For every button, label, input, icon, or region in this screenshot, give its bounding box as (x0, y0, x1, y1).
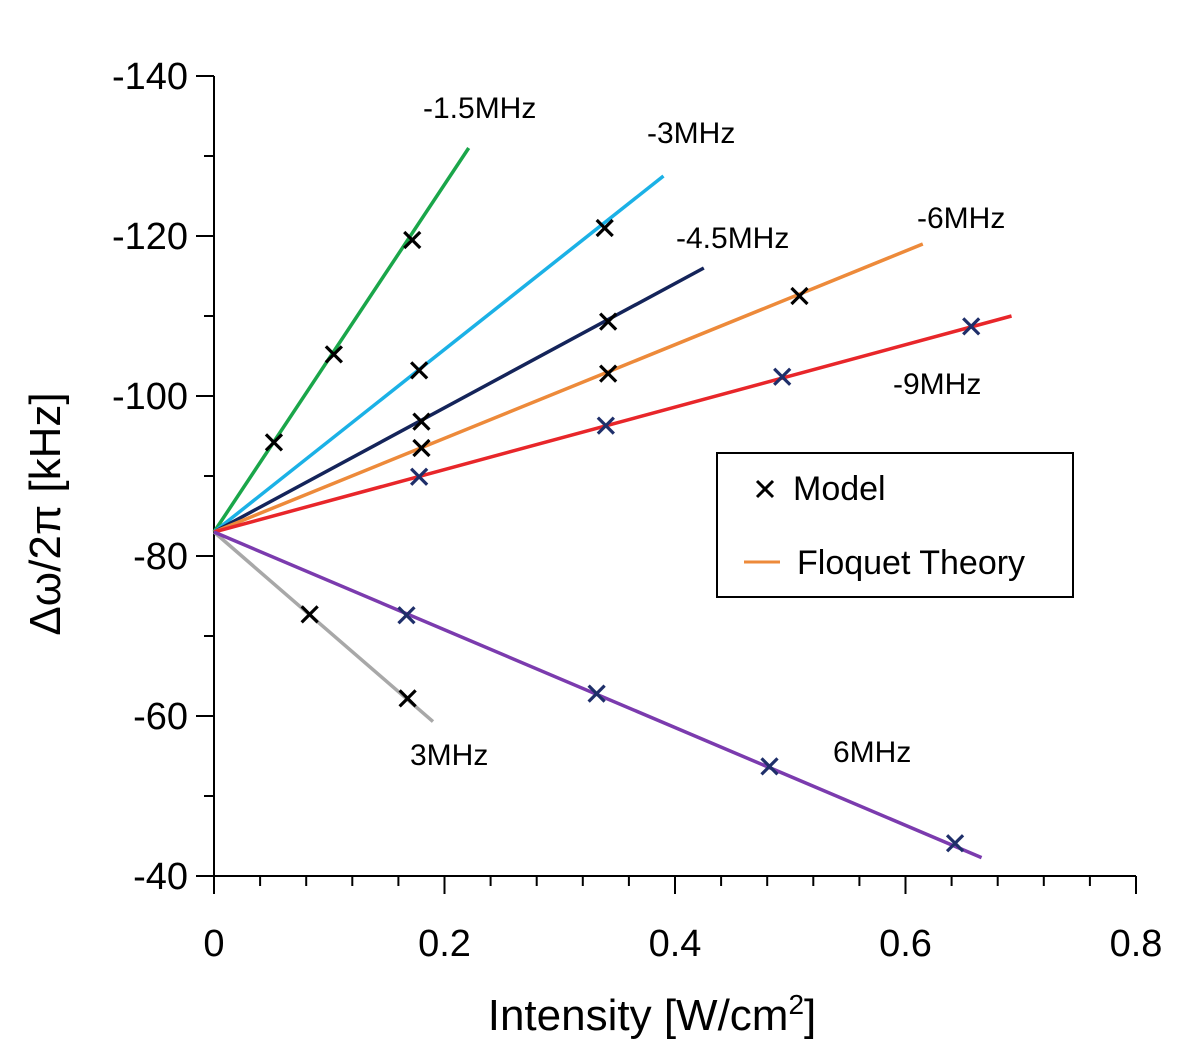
model-point--3MHz (410, 361, 429, 380)
legend-box (716, 452, 1074, 598)
model-point-6MHz (945, 834, 965, 853)
model-point--9MHz (410, 467, 429, 486)
model-point-6MHz (760, 757, 779, 776)
model-point--4.5MHz (599, 312, 618, 331)
series-label--3MHz: -3MHz (647, 117, 735, 150)
model-point--4.5MHz (412, 412, 431, 431)
axes: -140 -120 -100 -80 -60 -40 0 0.2 0.4 0.6 0.8 (112, 56, 1162, 965)
theory-line--9MHz (213, 314, 1012, 534)
y-tick-label: -100 (112, 376, 188, 418)
x-axis-title: Intensity [W/cm2] (488, 989, 817, 1040)
legend: Model Floquet Theory (716, 452, 1074, 598)
x-tick-label: 0.8 (1110, 923, 1163, 965)
theory-line--3MHz (212, 174, 665, 534)
legend-theory-label: Floquet Theory (797, 544, 1025, 582)
model-point--1.5MHz (264, 433, 284, 452)
model-point-3MHz (398, 689, 417, 708)
model-markers (264, 218, 981, 853)
y-tick-label: -140 (112, 56, 188, 98)
series-label-3MHz: 3MHz (410, 739, 488, 772)
series-label--9MHz: -9MHz (893, 368, 981, 401)
series-labels: -1.5MHz -3MHz -4.5MHz -6MHz -9MHz 3MHz 6MHz (410, 92, 1005, 772)
model-point--6MHz (790, 286, 809, 306)
y-tick-label: -60 (133, 696, 188, 738)
model-point-3MHz (300, 605, 319, 624)
theory-line--4.5MHz (213, 266, 705, 534)
legend-model-label: Model (793, 470, 886, 508)
x-tick-label: 0.2 (418, 923, 471, 965)
model-point-6MHz (397, 606, 416, 625)
model-point--6MHz (412, 438, 431, 458)
series-label-6MHz: 6MHz (833, 736, 911, 769)
legend-model-marker (755, 479, 775, 499)
model-point--9MHz (962, 317, 981, 336)
y-tick-label: -40 (133, 856, 188, 898)
model-point--1.5MHz (324, 345, 343, 364)
theory-line--1.5MHz (212, 147, 471, 533)
y-tick-label: -80 (133, 536, 188, 578)
series-label--1.5MHz: -1.5MHz (423, 92, 536, 125)
model-point--9MHz (596, 416, 615, 435)
model-point--9MHz (773, 367, 792, 386)
series-label--6MHz: -6MHz (917, 202, 1005, 235)
model-point--1.5MHz (403, 230, 422, 250)
x-tick-label: 0.4 (649, 923, 702, 965)
theory-line-3MHz (212, 530, 435, 723)
x-tick-label: 0.6 (879, 923, 932, 965)
y-axis-title: Δω/2π [kHz] (21, 392, 70, 635)
model-point--6MHz (599, 364, 618, 383)
x-tick-label: 0 (203, 923, 224, 965)
model-point-6MHz (587, 684, 606, 703)
y-tick-label: -120 (112, 216, 188, 258)
series-label--4.5MHz: -4.5MHz (676, 222, 789, 255)
model-point--3MHz (595, 218, 614, 238)
